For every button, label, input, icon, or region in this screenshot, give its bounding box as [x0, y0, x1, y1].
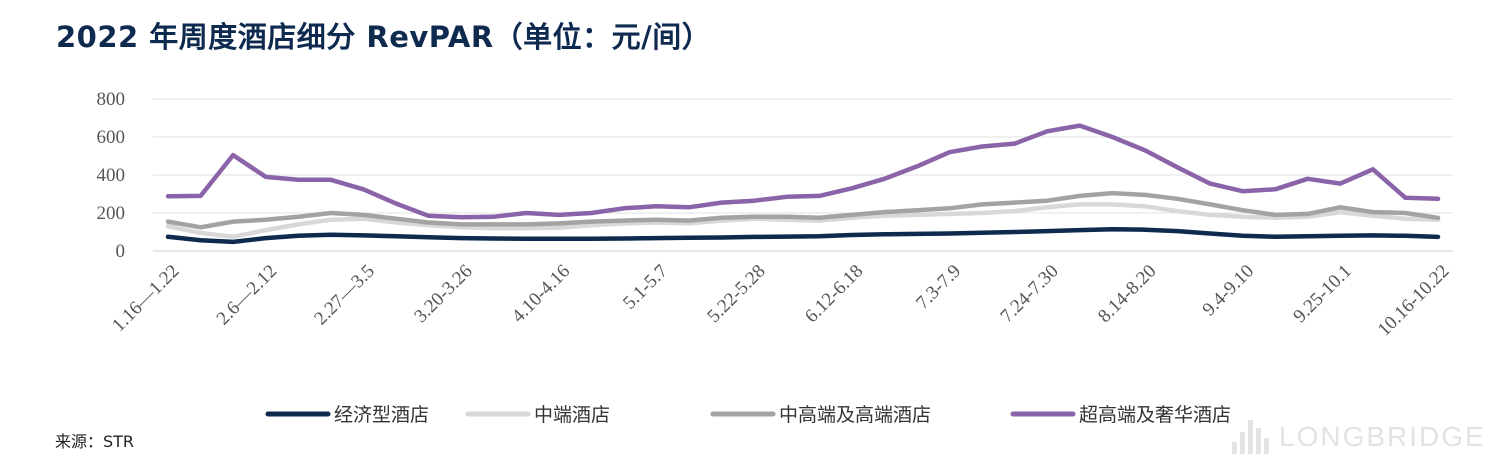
series-line-3 [165, 190, 1441, 230]
legend-label: 超高端及奢华酒店 [1079, 404, 1231, 426]
legend-label: 中高端及高端酒店 [779, 404, 931, 426]
x-tick-label: 7.24-7.30 [996, 261, 1062, 327]
x-tick-label: 6.12-6.18 [801, 261, 867, 327]
x-tick-label: 5.1-5.7 [619, 261, 672, 314]
x-tick-label: 4.10-4.16 [508, 261, 574, 327]
x-tick-label: 9.25-10.1 [1289, 261, 1355, 327]
y-tick-label: 600 [97, 127, 126, 148]
legend-label: 经济型酒店 [334, 404, 429, 426]
series-line-2 [165, 202, 1441, 240]
longbridge-logo-icon [1232, 420, 1269, 454]
series-line-4 [165, 123, 1441, 220]
y-tick-label: 800 [97, 89, 126, 110]
x-tick-label: 9.4-9.10 [1199, 261, 1259, 321]
x-tick-label: 2.6—2.12 [213, 261, 282, 330]
x-tick-label: 3.20-3.26 [410, 261, 476, 327]
x-tick-label: 10.16-10.22 [1374, 261, 1454, 341]
legend: 经济型酒店 中端酒店 中高端及高端酒店 超高端及奢华酒店 [265, 404, 1231, 426]
watermark-text: LONGBRIDGE [1279, 421, 1486, 452]
legend-label: 中端酒店 [534, 404, 610, 426]
chart-title: 2022 年周度酒店细分 RevPAR（单位：元/间） [56, 20, 712, 54]
x-tick-label: 7.3-7.9 [912, 261, 965, 314]
y-tick-label: 0 [116, 241, 126, 262]
gridlines [153, 98, 1453, 252]
source-note: 来源：STR [55, 432, 135, 451]
x-axis-ticks: 1.16—1.22 2.6—2.12 2.27—3.5 3.20-3.26 4.10-4… [108, 261, 1453, 341]
x-tick-label: 8.14-8.20 [1094, 261, 1160, 327]
series-lines [165, 123, 1441, 245]
watermark: LONGBRIDGE [1232, 420, 1486, 454]
y-tick-label: 200 [97, 203, 126, 224]
x-tick-label: 1.16—1.22 [108, 261, 183, 336]
series-line-1 [165, 226, 1441, 245]
x-tick-label: 2.27—3.5 [310, 261, 379, 330]
y-axis-ticks: 0 200 400 600 800 [97, 89, 126, 262]
x-tick-label: 5.22-5.28 [703, 261, 769, 327]
y-tick-label: 400 [97, 165, 126, 186]
